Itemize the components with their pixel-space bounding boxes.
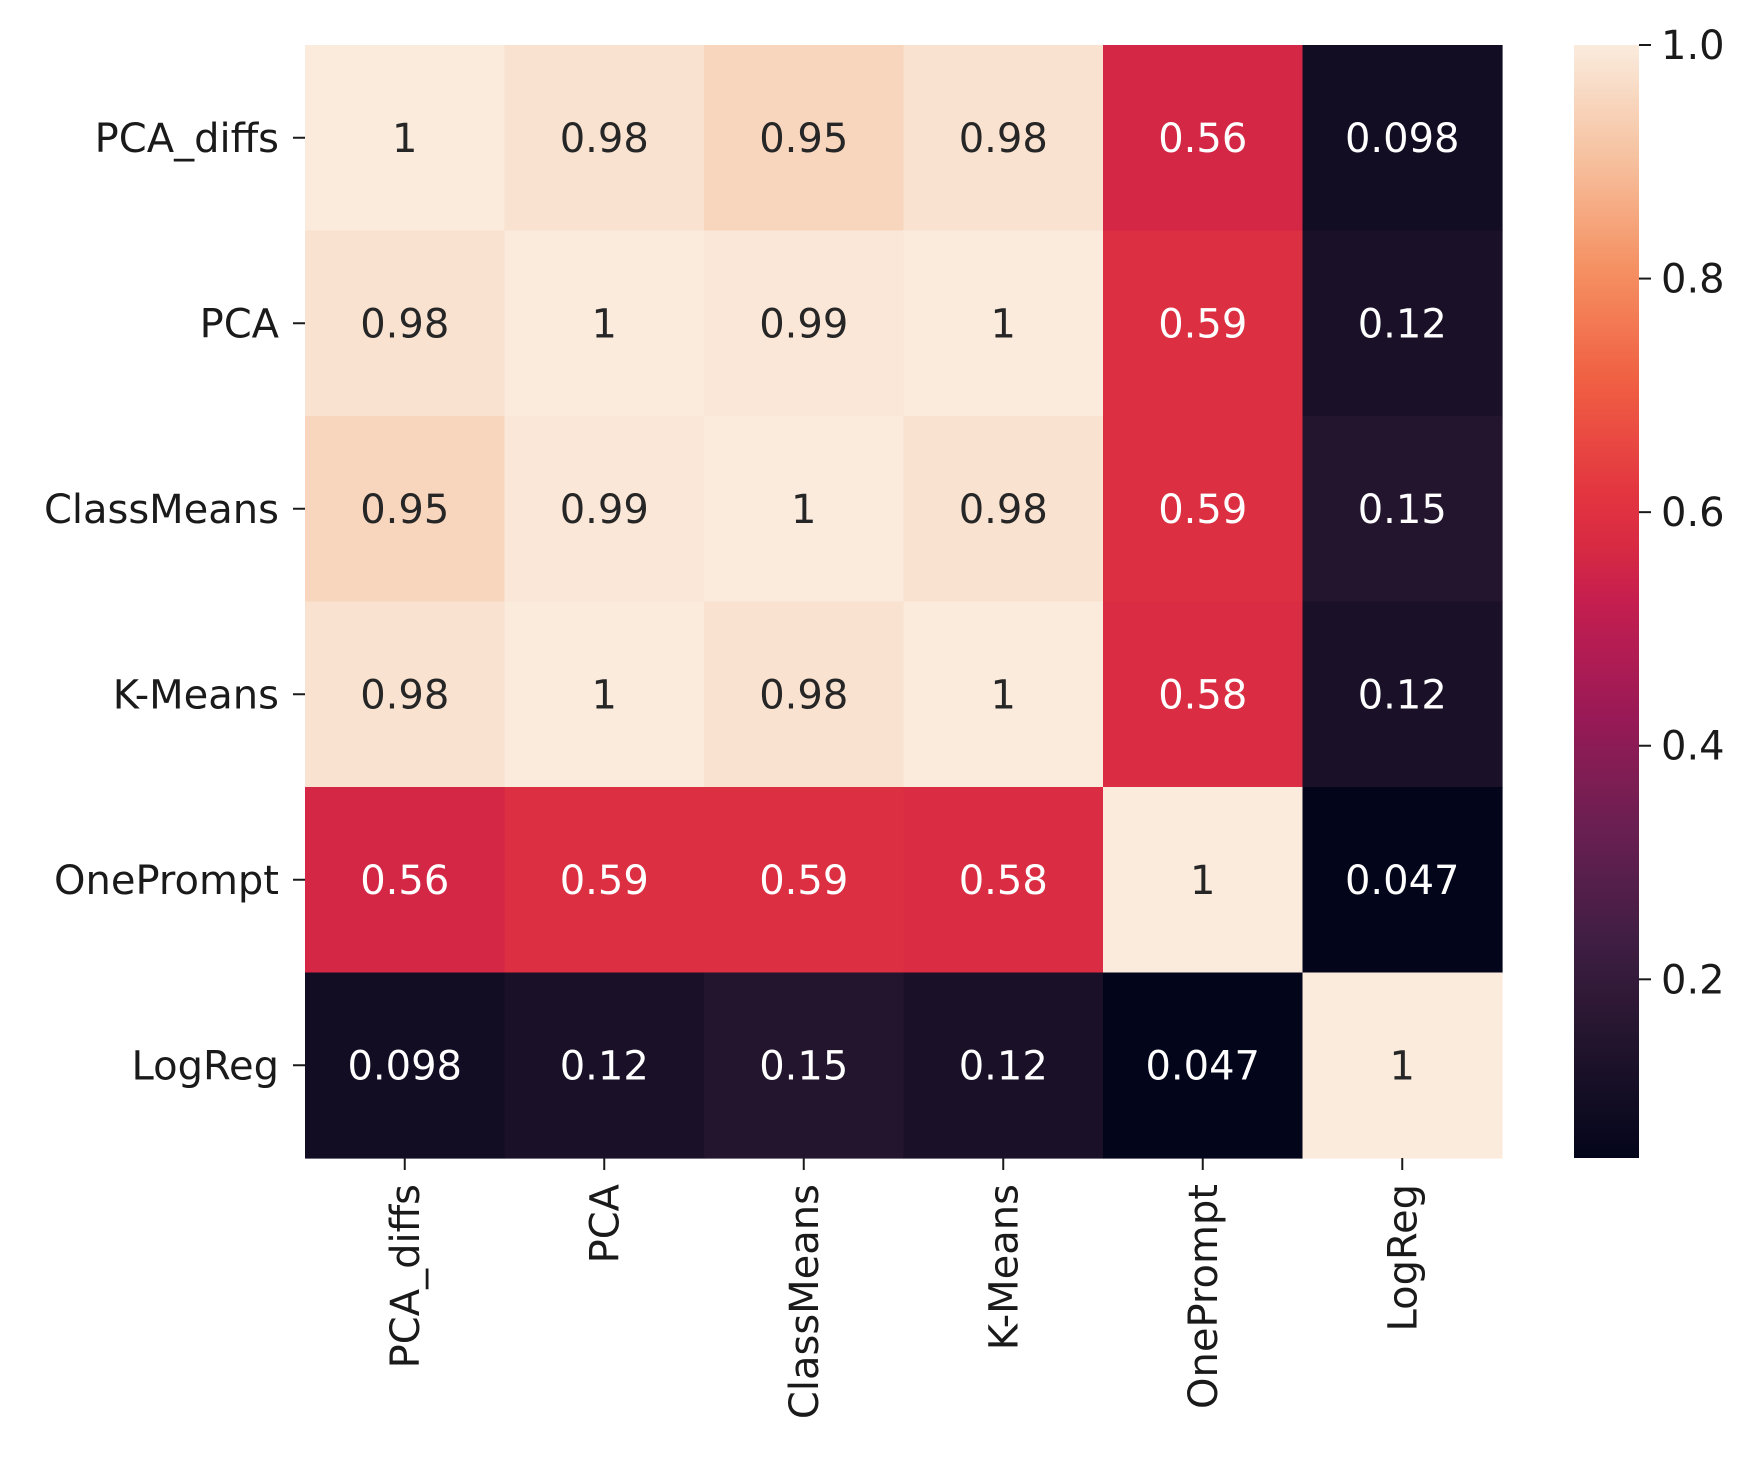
heatmap-cell [504,230,705,417]
colorbar-tick-label: 0.8 [1661,257,1725,303]
colorbar-gradient [1574,45,1639,1158]
row-tick-label: K-Means [113,672,279,718]
heatmap-cell [504,416,705,603]
heatmap-cells: 1 0.98 0.95 0.98 0.56 0.098 0.98 1 0.99 1 0.59 0.12… [305,45,1503,1159]
cell-value-label: 1 [991,301,1016,347]
colorbar: 0.2 0.4 0.6 0.8 1.0 [1574,23,1725,1158]
cell-value-label: 0.56 [360,858,449,904]
column-tick-label: K-Means [981,1184,1027,1350]
cell-value-label: 0.59 [560,858,649,904]
colorbar-tick-label: 0.2 [1661,957,1725,1003]
heatmap-cell [305,601,506,788]
cell-value-label: 0.12 [560,1043,649,1089]
heatmap-cell [1103,416,1304,603]
heatmap-cell [704,416,905,603]
cell-value-label: 0.59 [1158,301,1247,347]
heatmap-cell [1302,972,1503,1159]
heatmap-cell [305,45,506,232]
cell-value-label: 0.98 [959,487,1048,533]
cell-value-label: 1 [592,672,617,718]
cell-value-label: 1 [791,487,816,533]
heatmap-cell [704,601,905,788]
cell-value-label: 1 [592,301,617,347]
heatmap-cell [704,787,905,974]
cell-value-label: 0.12 [1358,672,1447,718]
heatmap-cell [305,416,506,603]
cell-value-label: 0.56 [1158,116,1247,162]
cell-value-label: 0.98 [360,672,449,718]
heatmap-cell [305,972,506,1159]
heatmap-cell [1302,230,1503,417]
cell-value-label: 0.58 [1158,672,1247,718]
cell-value-label: 0.98 [959,116,1048,162]
heatmap-cell [504,787,705,974]
heatmap-cell [704,45,905,232]
cell-value-label: 0.047 [1345,858,1460,904]
cell-value-label: 0.098 [347,1043,462,1089]
heatmap-cell [305,230,506,417]
cell-value-label: 0.098 [1345,116,1460,162]
heatmap-cell [903,787,1104,974]
heatmap-cell [504,601,705,788]
column-tick-label: PCA [582,1183,628,1263]
cell-value-label: 1 [392,116,417,162]
colorbar-tick-label: 0.4 [1661,724,1725,770]
heatmap-cell [903,972,1104,1159]
cell-value-label: 0.58 [959,858,1048,904]
row-tick-labels: PCA_diffs PCA ClassMeans K-Means OnePrompt Lo… [44,116,305,1089]
cell-value-label: 0.15 [1358,487,1447,533]
cell-value-label: 0.99 [560,487,649,533]
column-tick-label: ClassMeans [782,1184,828,1419]
cell-value-label: 1 [991,672,1016,718]
cell-value-label: 0.12 [1358,301,1447,347]
cell-value-label: 0.59 [759,858,848,904]
heatmap-cell [903,230,1104,417]
cell-value-label: 0.98 [560,116,649,162]
heatmap-cell [903,45,1104,232]
colorbar-tick-label: 0.6 [1661,490,1725,536]
heatmap-cell [305,787,506,974]
heatmap-cell [1103,787,1304,974]
row-tick-label: ClassMeans [44,487,279,533]
cell-value-label: 0.95 [759,116,848,162]
heatmap-cell [1103,45,1304,232]
heatmap-cell [1103,230,1304,417]
cell-value-label: 0.12 [959,1043,1048,1089]
heatmap-cell [1302,416,1503,603]
heatmap-cell [903,601,1104,788]
heatmap-cell [704,230,905,417]
cell-value-label: 1 [1390,1043,1415,1089]
heatmap-cell [504,45,705,232]
column-tick-label: PCA_diffs [383,1184,429,1368]
row-tick-label: PCA_diffs [95,116,279,162]
heatmap-cell [1103,601,1304,788]
cell-value-label: 0.98 [759,672,848,718]
heatmap-cell [704,972,905,1159]
row-tick-label: OnePrompt [54,858,279,904]
cell-value-label: 0.99 [759,301,848,347]
cell-value-label: 0.047 [1145,1043,1260,1089]
heatmap-cell [1302,787,1503,974]
column-tick-labels: PCA_diffs PCA ClassMeans K-Means OnePrompt Lo… [383,1158,1426,1419]
cell-value-label: 1 [1190,858,1215,904]
cell-value-label: 0.15 [759,1043,848,1089]
column-tick-label: OnePrompt [1181,1184,1227,1409]
row-tick-label: PCA [200,301,280,347]
cell-value-label: 0.98 [360,301,449,347]
column-tick-label: LogReg [1380,1184,1426,1331]
heatmap-cell [504,972,705,1159]
heatmap-cell [1103,972,1304,1159]
row-tick-label: LogReg [132,1043,279,1089]
heatmap-cell [1302,45,1503,232]
heatmap-cell [903,416,1104,603]
cell-value-label: 0.59 [1158,487,1247,533]
cell-value-label: 0.95 [360,487,449,533]
heatmap-cell [1302,601,1503,788]
colorbar-tick-label: 1.0 [1661,23,1725,69]
